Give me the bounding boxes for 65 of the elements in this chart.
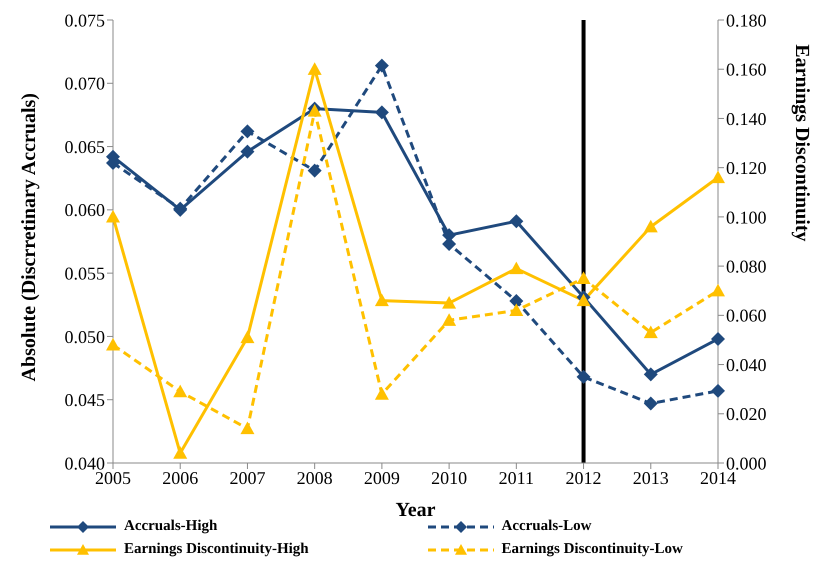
point	[374, 294, 389, 306]
y2-tick-label: 0.020	[726, 404, 766, 424]
point	[308, 62, 322, 75]
legend-label: Accruals-High	[124, 518, 218, 535]
x-tick-label: 2012	[566, 468, 602, 488]
y-tick-label: 0.070	[64, 74, 105, 94]
point	[173, 384, 188, 398]
y2-tick-label: 0.040	[726, 354, 766, 375]
x-tick-label: 2006	[162, 468, 198, 488]
point	[106, 338, 120, 350]
y2-tick-label: 0.140	[726, 108, 766, 129]
point	[240, 330, 254, 344]
point	[644, 396, 658, 411]
point	[308, 104, 322, 117]
y-tick-label: 0.060	[64, 200, 105, 220]
point	[644, 326, 658, 338]
point	[240, 124, 254, 138]
legend-label: Accruals-Low	[502, 518, 592, 535]
x-tick-label: 2007	[229, 468, 266, 488]
point	[711, 284, 725, 296]
point	[240, 422, 254, 434]
x-tick-label: 2009	[364, 468, 400, 488]
point	[509, 262, 524, 274]
point	[644, 220, 658, 232]
point	[711, 170, 725, 184]
point	[711, 332, 725, 346]
y2-tick-label: 0.000	[726, 453, 766, 474]
x-tick-label: 2011	[498, 468, 534, 488]
x-tick-label: 2008	[296, 468, 333, 488]
x-tick-label: 2010	[431, 468, 468, 488]
point	[509, 294, 524, 308]
y-tick-label: 0.045	[64, 390, 105, 410]
y2-tick-label: 0.160	[726, 60, 766, 80]
point	[442, 313, 456, 326]
point	[509, 303, 524, 316]
y2-tick-label: 0.080	[726, 256, 766, 276]
x-axis-title: Year	[396, 499, 436, 521]
y2-tick-label: 0.180	[726, 10, 766, 30]
point	[576, 294, 591, 306]
y2-tick-label: 0.120	[726, 158, 766, 178]
point	[173, 446, 188, 459]
point	[374, 58, 389, 73]
point	[576, 370, 591, 384]
point	[374, 387, 389, 400]
point	[509, 214, 524, 228]
legend-label: Earnings Discontinuity-Low	[502, 541, 683, 558]
x-tick-label: 2013	[632, 468, 669, 488]
y-tick-label: 0.075	[64, 10, 105, 30]
y2-tick-label: 0.100	[726, 207, 766, 228]
point	[711, 384, 725, 398]
point	[644, 367, 658, 382]
y2-tick-label: 0.060	[726, 306, 766, 326]
point	[374, 105, 389, 120]
y-tick-label: 0.055	[64, 264, 105, 284]
y2-axis-title: Earnings Discontinuity	[790, 44, 813, 242]
point	[240, 144, 254, 159]
y-tick-label: 0.050	[64, 326, 105, 347]
y-tick-label: 0.065	[64, 136, 105, 157]
y-axis-title: Absolute (Discrretinary Accruals)	[18, 93, 40, 382]
point	[576, 271, 591, 284]
point	[442, 296, 456, 309]
y-tick-label: 0.040	[64, 453, 105, 474]
legend-label: Earnings Discontinuity-High	[124, 541, 309, 558]
point	[308, 164, 322, 178]
point	[106, 210, 120, 222]
